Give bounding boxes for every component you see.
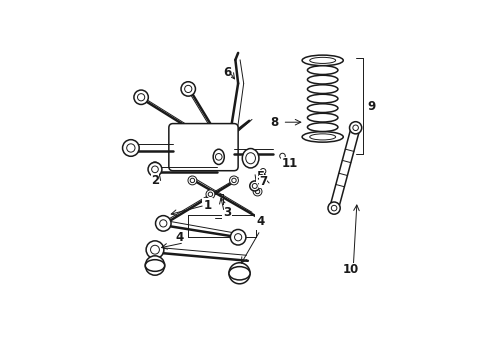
Ellipse shape — [302, 132, 343, 142]
Circle shape — [253, 187, 262, 196]
Circle shape — [252, 184, 257, 188]
Text: 4: 4 — [176, 231, 183, 244]
Circle shape — [137, 94, 144, 101]
Circle shape — [150, 162, 159, 171]
Circle shape — [205, 190, 214, 199]
Text: 8: 8 — [269, 116, 278, 129]
Ellipse shape — [307, 66, 337, 75]
Circle shape — [126, 144, 135, 152]
Circle shape — [331, 205, 336, 211]
Ellipse shape — [245, 153, 255, 164]
Text: 11: 11 — [281, 157, 297, 170]
Ellipse shape — [213, 149, 224, 165]
Circle shape — [150, 245, 159, 254]
Ellipse shape — [307, 123, 337, 131]
Ellipse shape — [309, 134, 335, 140]
Circle shape — [184, 85, 191, 93]
Circle shape — [234, 268, 244, 279]
Text: 1: 1 — [203, 199, 211, 212]
Text: 2: 2 — [151, 174, 159, 187]
Circle shape — [279, 153, 285, 159]
Circle shape — [187, 176, 197, 185]
Text: 4: 4 — [256, 216, 264, 229]
Text: 10: 10 — [342, 262, 358, 276]
Text: 3: 3 — [223, 206, 231, 219]
Polygon shape — [329, 127, 359, 209]
Ellipse shape — [145, 260, 164, 271]
Circle shape — [134, 90, 148, 104]
Circle shape — [148, 162, 162, 176]
Circle shape — [234, 234, 241, 241]
Ellipse shape — [307, 85, 337, 94]
Circle shape — [155, 216, 171, 231]
Ellipse shape — [228, 267, 249, 280]
Circle shape — [255, 189, 259, 194]
Ellipse shape — [307, 75, 337, 84]
Text: 5: 5 — [256, 170, 264, 183]
Circle shape — [327, 202, 340, 214]
Circle shape — [151, 166, 158, 173]
Circle shape — [181, 82, 195, 96]
Circle shape — [231, 178, 236, 183]
Circle shape — [229, 176, 238, 185]
Text: 7: 7 — [259, 175, 266, 188]
Ellipse shape — [307, 113, 337, 122]
Circle shape — [150, 261, 160, 270]
Circle shape — [146, 241, 163, 258]
Text: 6: 6 — [223, 66, 231, 79]
Ellipse shape — [307, 104, 337, 113]
Circle shape — [352, 125, 358, 131]
Ellipse shape — [309, 57, 335, 63]
Circle shape — [145, 256, 164, 275]
Ellipse shape — [242, 149, 259, 168]
FancyBboxPatch shape — [168, 123, 238, 171]
Circle shape — [249, 181, 259, 191]
Circle shape — [160, 220, 166, 227]
Circle shape — [208, 192, 212, 197]
Circle shape — [215, 153, 222, 160]
Circle shape — [122, 140, 139, 156]
Ellipse shape — [307, 94, 337, 103]
Circle shape — [349, 122, 361, 134]
Ellipse shape — [302, 55, 343, 66]
Text: 9: 9 — [366, 100, 374, 113]
Circle shape — [260, 168, 265, 174]
Circle shape — [230, 229, 245, 245]
Circle shape — [190, 178, 194, 183]
Circle shape — [228, 263, 249, 284]
